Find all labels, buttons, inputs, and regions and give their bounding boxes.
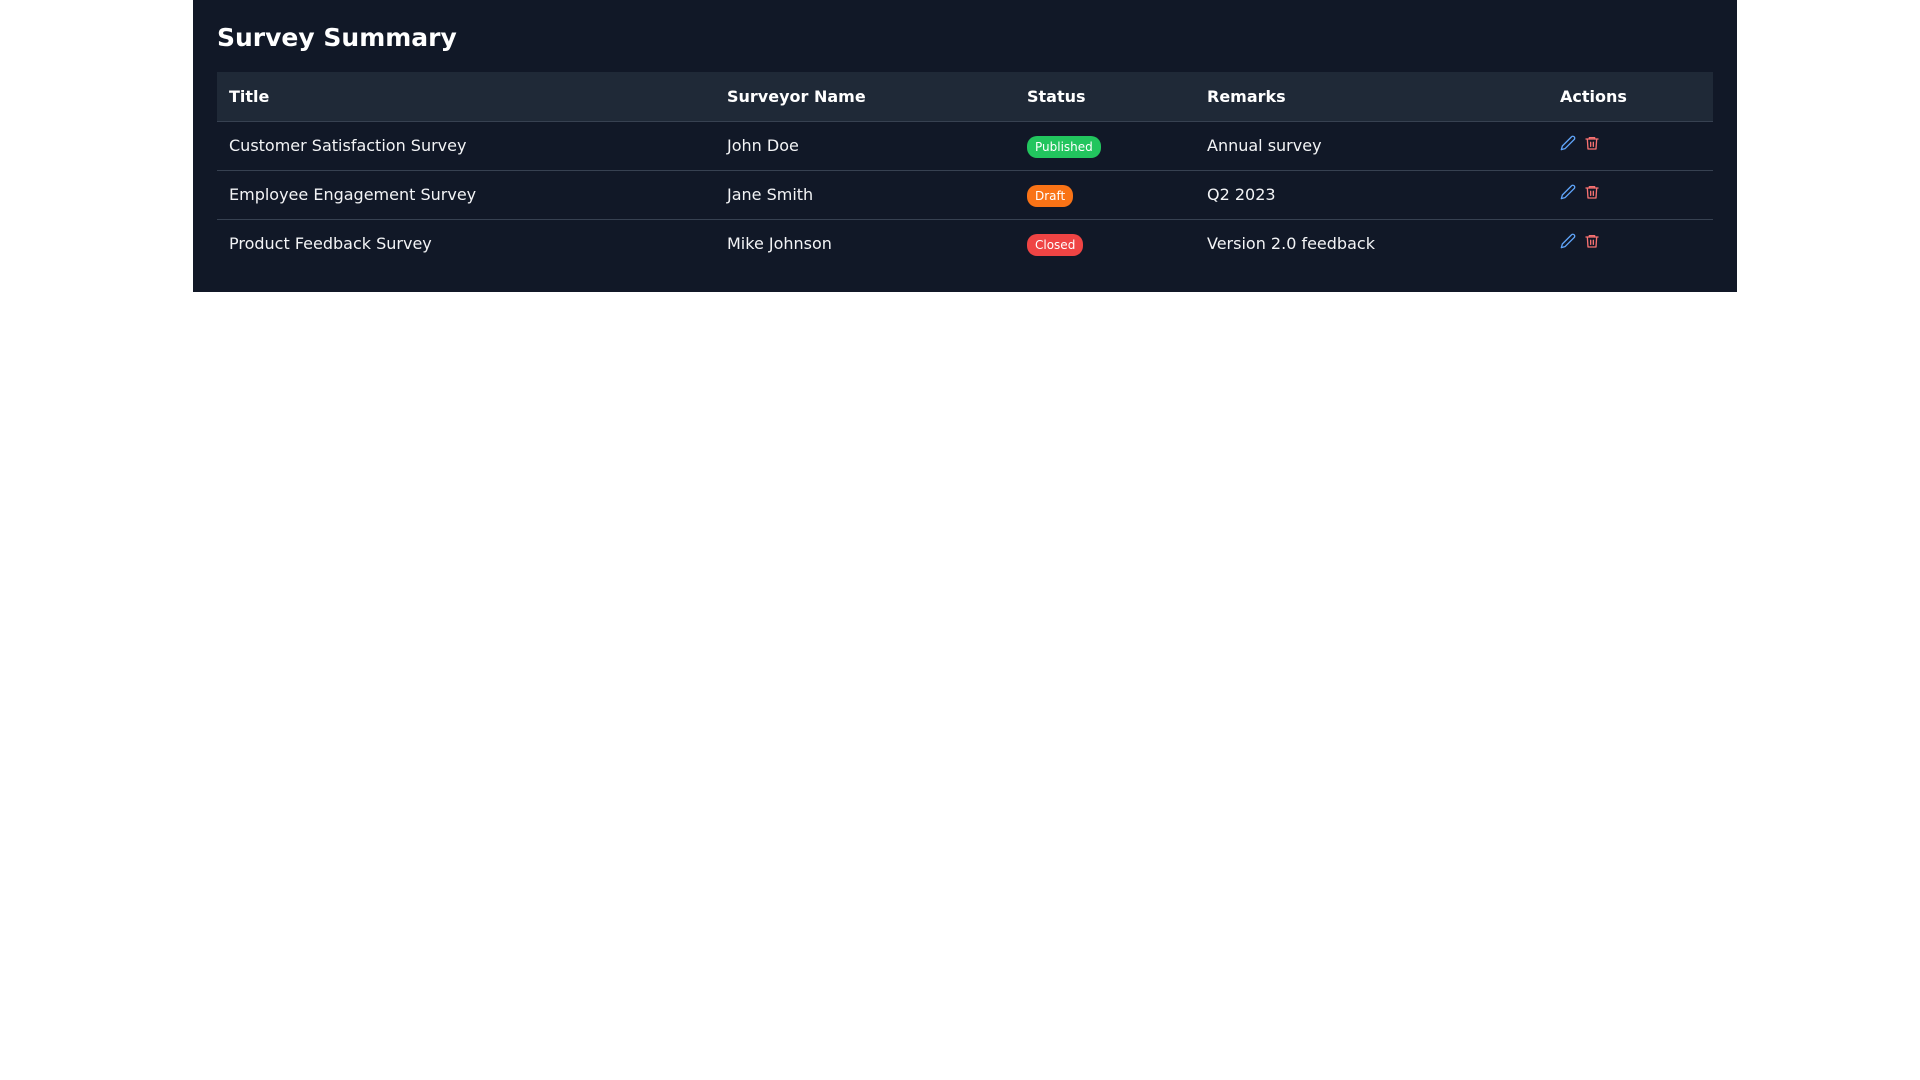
- column-header-surveyor-name: Surveyor Name: [715, 72, 1015, 122]
- status-badge: Closed: [1027, 233, 1084, 256]
- cell-status: Closed: [1015, 219, 1195, 268]
- cell-title: Customer Satisfaction Survey: [229, 136, 467, 155]
- cell-status: Published: [1015, 121, 1195, 170]
- pencil-icon[interactable]: [1560, 135, 1576, 151]
- table-header: Title Surveyor Name Status Remarks Actio…: [217, 72, 1713, 122]
- cell-remarks: Q2 2023: [1207, 185, 1276, 204]
- table-row: Employee Engagement Survey Jane Smith Dr…: [217, 170, 1713, 219]
- pencil-icon[interactable]: [1560, 184, 1576, 200]
- status-badge: Published: [1027, 135, 1101, 158]
- cell-actions: [1548, 219, 1713, 268]
- trash-icon[interactable]: [1584, 184, 1600, 200]
- row-actions: [1560, 135, 1701, 151]
- cell-surveyor-name: Jane Smith: [727, 185, 814, 204]
- table-header-row: Title Surveyor Name Status Remarks Actio…: [217, 72, 1713, 122]
- status-badge: Draft: [1027, 184, 1074, 207]
- page-title: Survey Summary: [217, 23, 457, 52]
- survey-summary-panel: Survey Summary Title Surveyor Name Statu…: [193, 0, 1737, 292]
- column-header-remarks: Remarks: [1195, 72, 1548, 122]
- cell-surveyor-name: Mike Johnson: [727, 234, 832, 254]
- trash-icon[interactable]: [1584, 135, 1600, 151]
- cell-title: Product Feedback Survey: [229, 234, 432, 254]
- survey-table: Title Surveyor Name Status Remarks Actio…: [217, 72, 1713, 268]
- row-actions: [1560, 233, 1701, 249]
- table-row: Customer Satisfaction Survey John Doe Pu…: [217, 121, 1713, 170]
- cell-surveyor-name: John Doe: [727, 136, 799, 155]
- trash-icon[interactable]: [1584, 233, 1600, 249]
- table-body: Customer Satisfaction Survey John Doe Pu…: [217, 121, 1713, 268]
- cell-remarks: Version 2.0 feedback: [1207, 234, 1375, 254]
- cell-actions: [1548, 121, 1713, 170]
- column-header-actions: Actions: [1548, 72, 1713, 122]
- cell-status: Draft: [1015, 170, 1195, 219]
- pencil-icon[interactable]: [1560, 233, 1576, 249]
- column-header-title: Title: [217, 72, 715, 122]
- row-actions: [1560, 184, 1701, 200]
- cell-title: Employee Engagement Survey: [229, 185, 477, 204]
- column-header-status: Status: [1015, 72, 1195, 122]
- cell-remarks: Annual survey: [1207, 136, 1322, 155]
- table-row: Product Feedback Survey Mike Johnson Clo…: [217, 219, 1713, 268]
- cell-actions: [1548, 170, 1713, 219]
